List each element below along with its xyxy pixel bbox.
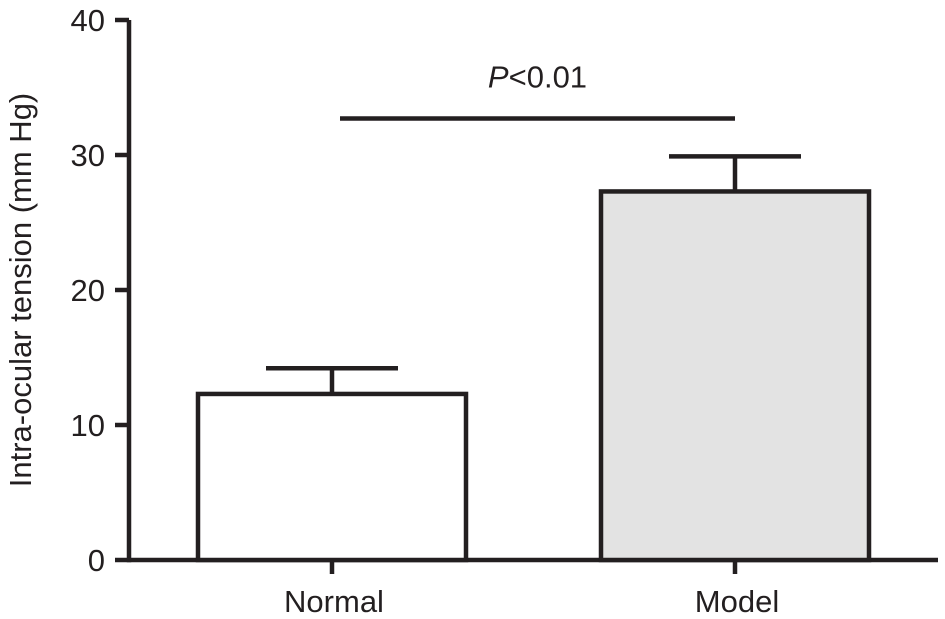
p-symbol: P xyxy=(488,60,509,95)
y-tick-label: 20 xyxy=(71,273,105,308)
significance-label: P<0.01 xyxy=(488,60,587,95)
bars xyxy=(195,189,872,563)
p-threshold: <0.01 xyxy=(509,60,587,95)
significance-annotation: P<0.01 xyxy=(340,60,735,121)
y-tick-label: 30 xyxy=(71,138,105,173)
error-bars xyxy=(266,154,801,394)
x-axis: Normal Model xyxy=(129,557,938,619)
x-tick-label: Normal xyxy=(284,584,384,619)
bar-normal xyxy=(195,391,469,563)
y-axis: 0 10 20 30 40 xyxy=(71,3,132,578)
y-axis-label: Intra-ocular tension (mm Hg) xyxy=(3,93,38,488)
bar-model xyxy=(598,189,872,563)
y-tick-label: 40 xyxy=(71,3,105,38)
y-tick-label: 0 xyxy=(88,543,105,578)
y-tick-label: 10 xyxy=(71,408,105,443)
x-tick-label: Model xyxy=(695,584,779,619)
